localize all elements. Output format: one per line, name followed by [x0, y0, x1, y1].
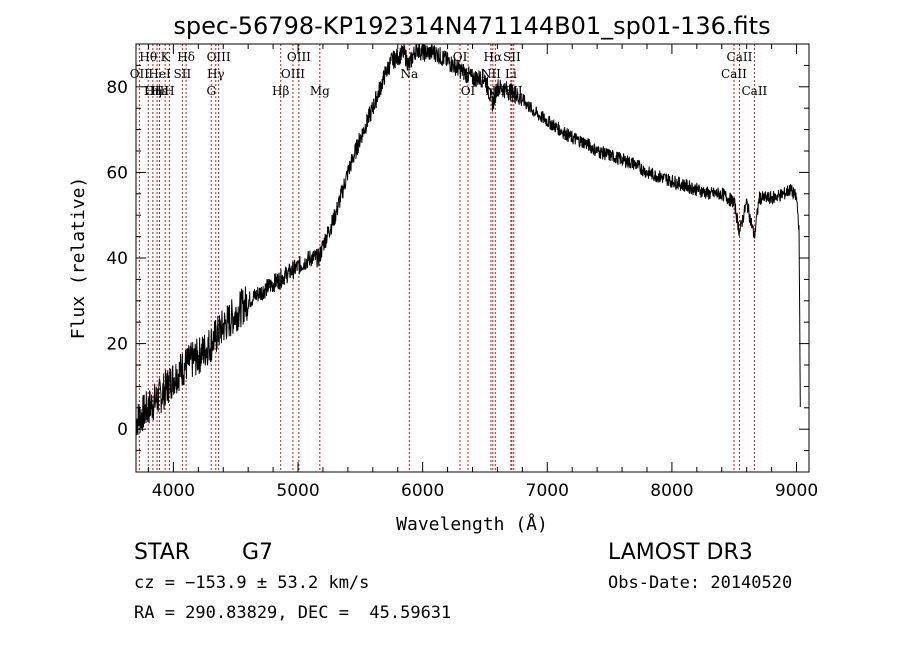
- spectral-line-label: Hδ: [177, 50, 195, 64]
- spectral-line-label: Hη: [144, 84, 162, 98]
- spectral-line-label: Hε: [151, 84, 168, 98]
- spectral-line-label: NII: [481, 67, 501, 81]
- y-tick-label: 80: [106, 78, 128, 98]
- sky-coordinates: RA = 290.83829, DEC = 45.59631: [134, 603, 452, 623]
- plot-frame: [135, 43, 810, 473]
- spectral-line-labels: Hθ OII OIII K HeI Hε SII Hη H Hδ OIII Hγ G OIII OIII Hβ…: [130, 50, 768, 98]
- spectral-line-label: Hθ: [139, 50, 157, 64]
- spectral-line-label: OIII: [207, 50, 231, 64]
- spectral-line-label: Na: [400, 67, 418, 81]
- survey-name: LAMOST DR3: [608, 540, 753, 565]
- spectral-line-label: Hγ: [207, 67, 225, 81]
- x-tick-label: 9000: [775, 481, 818, 501]
- object-subclass: G7: [242, 540, 274, 565]
- spectral-line-label: OI: [461, 84, 476, 98]
- x-axis-ticks: 4000 5000 6000 7000 8000 9000: [147, 44, 818, 501]
- redshift-velocity: cz = −153.9 ± 53.2 km/s: [134, 573, 370, 593]
- spectral-line-label: OIII: [281, 67, 305, 81]
- spectral-line-label: Hα: [484, 50, 503, 64]
- x-tick-label: 6000: [401, 481, 444, 501]
- spectral-line-label: CaII: [727, 50, 753, 64]
- spectral-line-label: OI: [453, 50, 468, 64]
- x-tick-label: 4000: [152, 481, 195, 501]
- y-tick-label: 0: [117, 420, 128, 440]
- spectral-line-label: CaII: [741, 84, 767, 98]
- spectral-line-label: Mg: [310, 84, 330, 98]
- y-tick-label: 20: [106, 335, 128, 355]
- chart-title: spec-56798-KP192314N471144B01_sp01-136.f…: [173, 12, 770, 40]
- spectral-line-label: SII: [503, 50, 521, 64]
- spectral-line-label: OII: [130, 67, 150, 81]
- spectral-line-label: Li: [505, 67, 517, 81]
- spectral-line-label: Hβ: [272, 84, 289, 98]
- spectral-line-label: OIII: [145, 84, 169, 98]
- x-axis-label: Wavelength (Å): [396, 513, 548, 535]
- x-tick-label: 7000: [526, 481, 569, 501]
- observation-date: Obs-Date: 20140520: [608, 573, 793, 593]
- y-tick-label: 60: [106, 163, 128, 183]
- spectral-line-label: OIII: [287, 50, 311, 64]
- y-axis-label: Flux (relative): [68, 177, 89, 340]
- spectral-line-label: G: [206, 84, 216, 98]
- x-tick-label: 5000: [276, 481, 319, 501]
- spectral-line-label: H: [164, 84, 174, 98]
- spectrum-chart: spec-56798-KP192314N471144B01_sp01-136.f…: [68, 12, 818, 535]
- object-type: STAR: [134, 540, 191, 565]
- spectrum-series-line: [135, 43, 801, 435]
- spectral-line-label: K: [161, 50, 171, 64]
- spectral-line-markers: [138, 44, 755, 472]
- spectral-line-label: CaII: [721, 67, 747, 81]
- spectral-line-label: SII: [174, 67, 192, 81]
- spectral-line-label: HeI: [148, 67, 171, 81]
- y-tick-label: 40: [106, 249, 128, 269]
- y-axis-ticks: 0 20 40 60 80: [106, 43, 809, 473]
- x-tick-label: 8000: [650, 481, 693, 501]
